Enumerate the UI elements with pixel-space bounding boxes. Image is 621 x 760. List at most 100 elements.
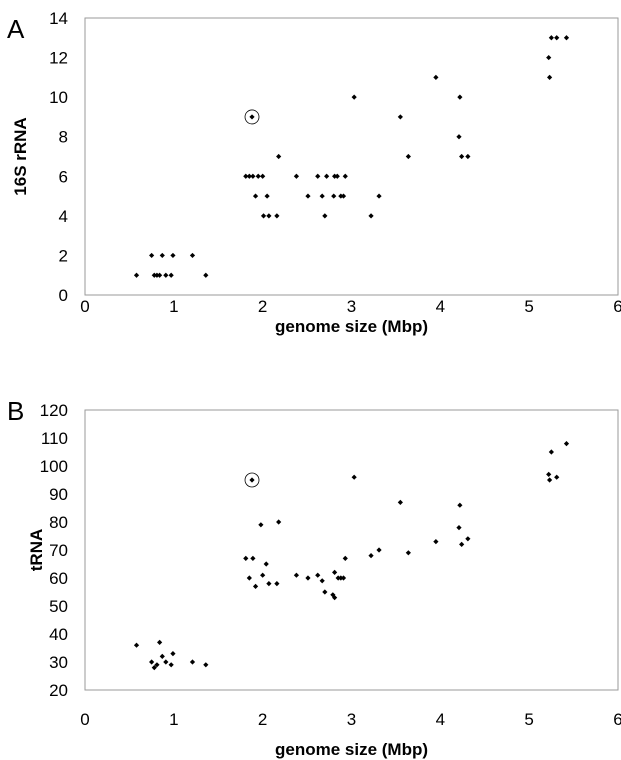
- data-point: [249, 477, 255, 483]
- y-axis-title: 16S rRNA: [11, 117, 30, 195]
- data-point: [546, 471, 552, 477]
- data-point: [376, 193, 382, 199]
- x-tick-labels: 0 1 2 3 4 5 6: [80, 710, 621, 729]
- data-point: [546, 477, 553, 483]
- x-axis-title: genome size (Mbp): [275, 317, 428, 336]
- data-point: [548, 449, 554, 455]
- data-point: [168, 662, 174, 668]
- data-point: [368, 213, 374, 219]
- y-tick-label: 70: [49, 541, 68, 560]
- x-tick-label: 1: [169, 297, 178, 316]
- data-point: [342, 555, 348, 561]
- x-tick-label: 1: [169, 710, 178, 729]
- data-point: [465, 153, 471, 160]
- data-point: [163, 272, 169, 278]
- x-tick-label: 4: [436, 710, 445, 729]
- data-point: [405, 550, 411, 556]
- data-point: [246, 575, 252, 581]
- y-tick-label: 110: [41, 429, 68, 448]
- data-point: [433, 539, 439, 545]
- x-tick-label: 6: [613, 297, 621, 316]
- data-point: [351, 474, 357, 480]
- y-tick-label: 60: [49, 569, 68, 588]
- data-point: [433, 74, 439, 80]
- data-point: [170, 252, 176, 259]
- data-point: [397, 499, 403, 505]
- data-point: [338, 193, 344, 199]
- data-point: [168, 272, 174, 278]
- data-point: [264, 193, 270, 199]
- data-point: [335, 575, 341, 581]
- data-point: [457, 502, 463, 508]
- y-tick-label: 120: [40, 401, 68, 420]
- data-point: [260, 572, 266, 578]
- data-point: [133, 642, 140, 648]
- data-point: [249, 114, 255, 120]
- data-point: [293, 572, 300, 578]
- data-point: [554, 474, 560, 480]
- data-point: [149, 659, 155, 665]
- y-tick-labels: 20 30 40 50 60 70 80 90 100 110 120: [40, 401, 68, 700]
- y-axis-title: tRNA: [27, 529, 46, 572]
- data-point: [159, 252, 165, 259]
- x-tick-label: 6: [613, 710, 621, 729]
- y-tick-label: 90: [49, 485, 68, 504]
- y-tick-label: 100: [40, 457, 68, 476]
- data-point: [203, 272, 209, 278]
- data-point: [250, 173, 256, 179]
- data-point: [459, 153, 465, 160]
- plot-area-frame: [84, 17, 619, 296]
- x-tick-label: 4: [436, 297, 445, 316]
- data-point: [246, 173, 252, 179]
- y-tick-labels: 0 2 4 6 8 10 12 14: [49, 9, 68, 305]
- x-tick-label: 5: [524, 297, 533, 316]
- data-point: [305, 575, 311, 581]
- y-tick-label: 8: [59, 128, 68, 147]
- y-tick-label: 14: [49, 9, 68, 28]
- data-point: [319, 578, 325, 584]
- data-point: [319, 193, 325, 199]
- data-point: [322, 589, 328, 595]
- panel-label: B: [7, 396, 24, 426]
- x-tick-label: 0: [80, 297, 89, 316]
- x-tick-label: 2: [258, 297, 267, 316]
- data-point: [163, 659, 169, 665]
- data-point: [203, 662, 209, 668]
- data-point: [260, 213, 267, 219]
- data-point: [250, 555, 256, 561]
- x-tick-label: 5: [524, 710, 533, 729]
- data-point: [554, 35, 560, 41]
- data-point: [332, 569, 338, 575]
- highlight-circle: [244, 472, 260, 488]
- data-point: [154, 662, 160, 668]
- data-point: [368, 553, 374, 559]
- data-point: [159, 653, 165, 659]
- plot-area-frame: [84, 409, 619, 691]
- data-point: [456, 525, 462, 531]
- data-point: [157, 639, 163, 645]
- data-point: [151, 665, 157, 671]
- data-point: [293, 173, 300, 179]
- y-tick-label: 6: [59, 167, 68, 186]
- x-axis-title: genome size (Mbp): [275, 740, 428, 759]
- data-point: [457, 94, 463, 100]
- y-tick-label: 20: [49, 681, 68, 700]
- y-tick-label: 12: [49, 49, 68, 68]
- data-point: [252, 193, 259, 199]
- data-point: [276, 153, 282, 160]
- data-point: [351, 94, 357, 100]
- x-tick-labels: 0 1 2 3 4 5 6: [80, 297, 621, 316]
- data-point: [170, 651, 176, 657]
- data-point: [546, 54, 552, 61]
- data-point: [189, 659, 196, 665]
- data-point: [340, 575, 347, 581]
- data-point: [305, 193, 311, 199]
- x-tick-label: 3: [347, 297, 356, 316]
- data-point: [331, 193, 337, 199]
- data-point: [548, 35, 554, 41]
- data-point: [258, 522, 264, 528]
- data-points: [133, 441, 570, 671]
- data-point: [332, 173, 338, 179]
